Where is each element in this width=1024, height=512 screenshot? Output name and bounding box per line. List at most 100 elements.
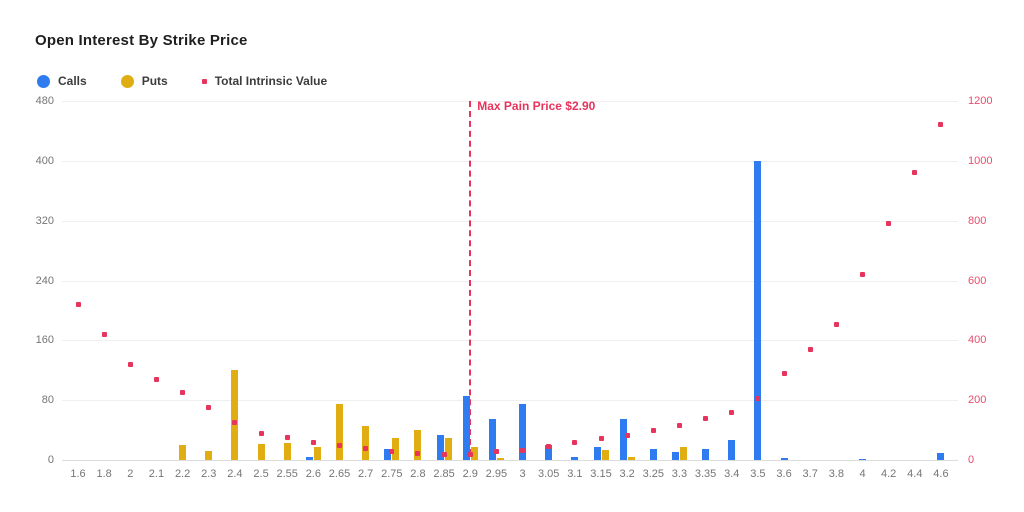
calls-bar[interactable] xyxy=(436,434,444,460)
puts-bar[interactable] xyxy=(627,457,635,460)
intrinsic-value-point[interactable] xyxy=(572,440,578,446)
calls-bar[interactable] xyxy=(571,457,579,460)
x-axis-tick-label: 4 xyxy=(859,468,866,480)
intrinsic-value-point[interactable] xyxy=(676,423,682,429)
x-axis-tick-label: 3.3 xyxy=(671,468,688,480)
puts-bar[interactable] xyxy=(470,446,478,460)
gridline xyxy=(62,101,958,102)
intrinsic-value-series-marker-icon xyxy=(201,78,207,84)
calls-bar[interactable] xyxy=(488,418,496,460)
intrinsic-value-point[interactable] xyxy=(389,449,395,455)
intrinsic-value-point[interactable] xyxy=(284,435,290,441)
calls-series-marker-icon xyxy=(37,74,50,88)
x-axis-tick-label: 4.2 xyxy=(880,468,897,480)
intrinsic-value-point[interactable] xyxy=(337,443,342,449)
intrinsic-value-point[interactable] xyxy=(441,452,447,458)
x-axis-tick-label: 2.7 xyxy=(357,468,374,480)
calls-bar[interactable] xyxy=(780,457,788,460)
intrinsic-value-point[interactable] xyxy=(807,346,813,352)
intrinsic-value-point[interactable] xyxy=(493,449,499,455)
intrinsic-value-point[interactable] xyxy=(860,272,865,278)
puts-bar[interactable] xyxy=(179,445,187,460)
intrinsic-value-point[interactable] xyxy=(912,170,918,176)
intrinsic-value-point[interactable] xyxy=(833,321,839,327)
calls-bar[interactable] xyxy=(728,439,736,460)
x-axis-tick-label: 2.8 xyxy=(410,468,426,480)
calls-bar[interactable] xyxy=(545,445,553,460)
intrinsic-value-point[interactable] xyxy=(650,427,656,433)
calls-bar[interactable] xyxy=(702,448,710,460)
intrinsic-value-point[interactable] xyxy=(101,331,107,337)
y-axis-tick-label: 320 xyxy=(35,214,54,227)
calls-bar[interactable] xyxy=(649,448,657,460)
calls-bar[interactable] xyxy=(859,458,866,460)
puts-bar[interactable] xyxy=(601,449,609,460)
calls-bar[interactable] xyxy=(462,396,470,460)
intrinsic-value-point[interactable] xyxy=(467,452,473,458)
y-axis-tick-label: 0 xyxy=(47,454,54,466)
right-axis-tick-label: 0 xyxy=(968,454,975,466)
puts-bar[interactable] xyxy=(205,451,213,460)
calls-bar[interactable] xyxy=(754,160,762,460)
legend-label: Calls xyxy=(58,74,87,88)
legend-item-puts: Puts xyxy=(120,74,168,88)
x-axis-tick-label: 3.8 xyxy=(828,468,844,480)
x-axis-tick-label: 3.6 xyxy=(776,468,792,480)
calls-bar[interactable] xyxy=(619,418,627,460)
calls-bar[interactable] xyxy=(384,448,392,460)
x-axis-tick-label: 3 xyxy=(519,468,526,480)
intrinsic-value-point[interactable] xyxy=(598,435,604,441)
intrinsic-value-point[interactable] xyxy=(180,390,186,396)
intrinsic-value-point[interactable] xyxy=(127,361,133,367)
right-axis-tick-label: 1200 xyxy=(968,95,993,107)
intrinsic-value-point[interactable] xyxy=(938,122,944,128)
puts-bar[interactable] xyxy=(362,426,370,460)
intrinsic-value-point[interactable] xyxy=(520,448,526,454)
y-axis-tick-label: 400 xyxy=(35,154,54,167)
intrinsic-value-point[interactable] xyxy=(415,450,421,456)
intrinsic-value-point[interactable] xyxy=(310,439,316,445)
calls-bar[interactable] xyxy=(305,457,313,460)
intrinsic-value-point[interactable] xyxy=(363,446,369,452)
chart-legend: Calls Puts Total Intrinsic Value xyxy=(37,74,327,88)
x-axis-tick-label: 2.95 xyxy=(485,468,508,480)
puts-bar[interactable] xyxy=(496,457,504,460)
calls-bar[interactable] xyxy=(671,451,679,460)
x-axis-tick-label: 3.4 xyxy=(724,468,740,480)
x-axis-tick-label: 2.65 xyxy=(328,468,351,480)
intrinsic-value-point[interactable] xyxy=(546,444,552,450)
y-axis-tick-label: 480 xyxy=(35,95,54,107)
intrinsic-value-point[interactable] xyxy=(703,415,709,421)
intrinsic-value-point[interactable] xyxy=(153,376,159,382)
x-axis-tick-label: 1.6 xyxy=(70,468,86,480)
intrinsic-value-point[interactable] xyxy=(755,396,761,402)
intrinsic-value-point[interactable] xyxy=(75,301,81,307)
puts-bar[interactable] xyxy=(444,437,452,460)
intrinsic-value-point[interactable] xyxy=(258,430,264,436)
calls-bar[interactable] xyxy=(519,403,527,460)
puts-bar[interactable] xyxy=(392,437,400,460)
puts-bar[interactable] xyxy=(313,447,321,460)
puts-bar[interactable] xyxy=(414,430,422,460)
puts-bar[interactable] xyxy=(257,444,265,460)
x-axis-tick-label: 3.7 xyxy=(802,468,818,480)
legend-label: Total Intrinsic Value xyxy=(214,74,328,88)
intrinsic-value-point[interactable] xyxy=(886,221,892,227)
legend-label: Puts xyxy=(141,74,168,88)
puts-bar[interactable] xyxy=(231,370,239,460)
x-axis-tick-label: 2.9 xyxy=(462,468,478,480)
x-axis-tick-label: 2.4 xyxy=(227,468,243,480)
intrinsic-value-point[interactable] xyxy=(781,370,787,376)
intrinsic-value-point[interactable] xyxy=(624,432,630,438)
x-axis-tick-label: 1.8 xyxy=(96,468,112,480)
gridline xyxy=(62,340,958,342)
intrinsic-value-point[interactable] xyxy=(729,410,735,416)
intrinsic-value-point[interactable] xyxy=(206,405,212,411)
calls-bar[interactable] xyxy=(593,446,601,460)
puts-bar[interactable] xyxy=(679,446,687,460)
calls-bar[interactable] xyxy=(937,452,945,460)
x-axis-tick-label: 2.75 xyxy=(381,468,403,480)
puts-bar[interactable] xyxy=(283,442,291,460)
puts-bar[interactable] xyxy=(336,403,343,460)
intrinsic-value-point[interactable] xyxy=(232,420,238,426)
